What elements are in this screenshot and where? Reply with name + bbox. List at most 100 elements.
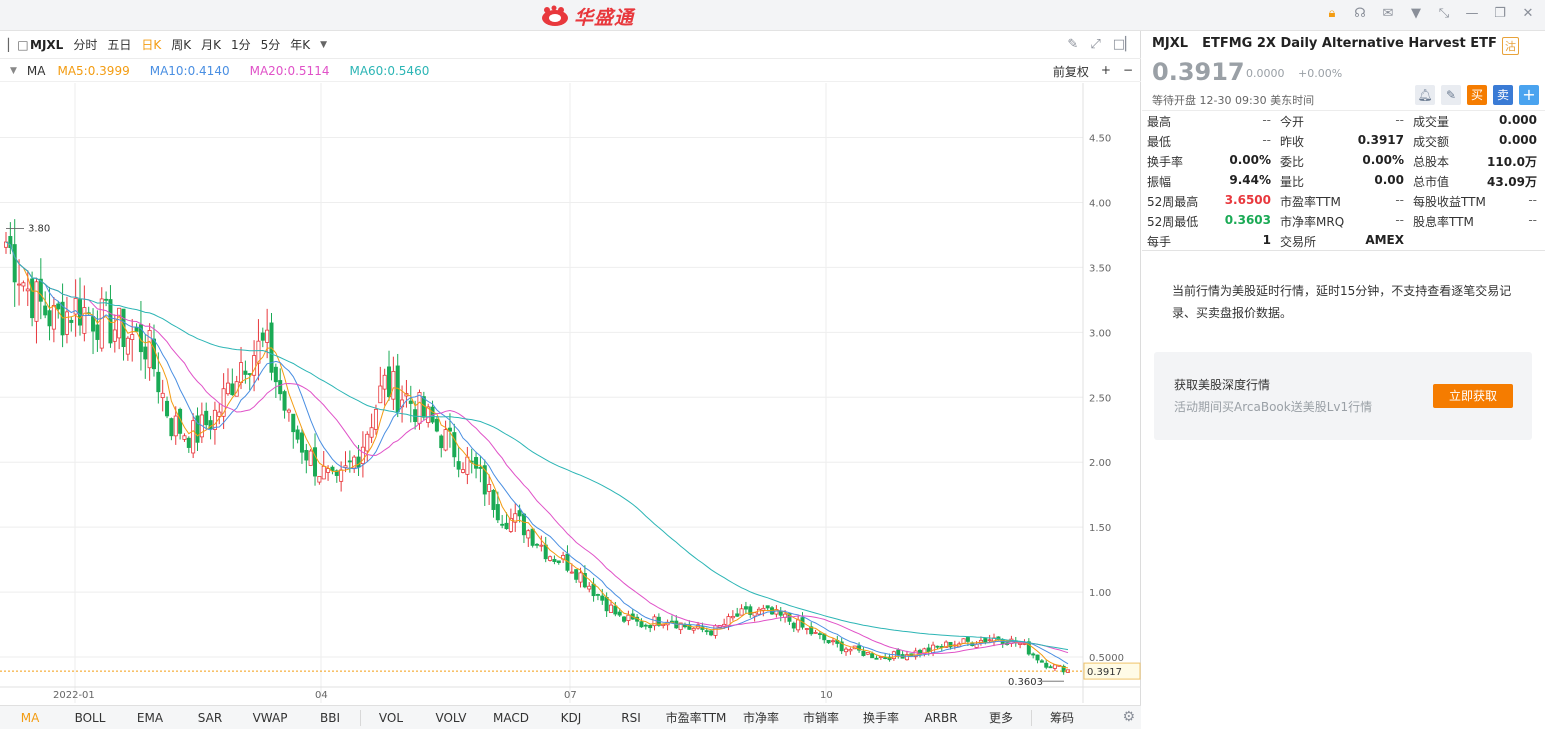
candle-body xyxy=(1026,641,1031,655)
pencil-icon[interactable]: ✎ xyxy=(1067,37,1079,52)
quote-cell: 昨收 0.3917 xyxy=(1275,133,1408,150)
chart-svg[interactable]: 4.50 4.00 3.50 3.00 2.50 2.00 1.50 1.00 0.5000 20… xyxy=(0,83,1141,703)
sell-button[interactable]: 卖 xyxy=(1493,85,1513,105)
collapse-panel-icon[interactable]: □▏ xyxy=(1112,37,1135,52)
headset-icon[interactable]: ☊ xyxy=(1354,6,1366,21)
option-badge[interactable]: 沽 xyxy=(1502,37,1519,55)
candle-body xyxy=(95,324,100,340)
candle-body xyxy=(417,392,422,424)
quote-row: 52周最低 0.3603 市净率MRQ -- 股息率TTM -- xyxy=(1142,211,1545,231)
y-tick-label: 3.00 xyxy=(1089,328,1111,339)
indicator-tab[interactable]: BOLL xyxy=(74,710,106,725)
indicator-tab[interactable]: 筹码 xyxy=(1049,711,1074,725)
ma5-value: MA5:0.3999 xyxy=(57,63,130,78)
candle-body xyxy=(870,653,875,659)
candle-body xyxy=(273,366,278,383)
note-icon[interactable]: ✎ xyxy=(1441,85,1461,105)
indicator-tab[interactable]: KDJ xyxy=(560,710,582,725)
candle-body xyxy=(804,628,809,630)
restore-icon[interactable]: ❐ xyxy=(1494,6,1506,21)
x-tick-label: 10 xyxy=(820,690,833,701)
period-tab-5min[interactable]: 5分 xyxy=(260,38,281,52)
expand-icon[interactable]: ⤢ xyxy=(1090,37,1101,52)
indicator-tab[interactable]: EMA xyxy=(136,710,164,725)
candle-body xyxy=(765,605,770,609)
candle-body xyxy=(169,418,174,437)
candle-body xyxy=(304,449,309,461)
candle-body xyxy=(517,510,522,517)
indicator-tab[interactable]: 市销率 xyxy=(802,711,839,725)
candle-body xyxy=(983,638,988,643)
quote-key: 今开 xyxy=(1280,114,1305,129)
candlestick-chart[interactable]: 4.50 4.00 3.50 3.00 2.50 2.00 1.50 1.00 0.5000 20… xyxy=(0,83,1141,715)
indicator-tab[interactable]: MA xyxy=(20,710,40,725)
quote-cell: 每手 1 xyxy=(1142,233,1275,250)
candle-body xyxy=(1031,653,1036,656)
quote-key: 最高 xyxy=(1147,114,1172,129)
indicator-tab[interactable]: VOL xyxy=(378,710,404,725)
indicator-tab[interactable]: MACD xyxy=(493,710,529,725)
minimize-icon[interactable]: — xyxy=(1465,6,1479,21)
tab-separator xyxy=(360,709,361,726)
candle-body xyxy=(569,571,574,574)
caret-down-icon[interactable]: ▼ xyxy=(10,65,17,76)
candle-body xyxy=(365,433,370,452)
indicator-tab[interactable]: SAR xyxy=(197,710,223,725)
period-tab-weekly[interactable]: 周K xyxy=(171,38,192,52)
candle-body xyxy=(4,241,9,248)
period-tab-intraday[interactable]: 分时 xyxy=(73,38,98,52)
candle-body xyxy=(530,528,535,546)
candle-body xyxy=(221,388,226,417)
candle-body xyxy=(1048,666,1053,669)
period-tab-1min[interactable]: 1分 xyxy=(230,38,251,52)
quote-key: 每股收益TTM xyxy=(1413,194,1486,209)
quote-cell: 市净率MRQ -- xyxy=(1275,213,1408,230)
alert-icon[interactable]: 🔔︎ xyxy=(1415,85,1435,105)
indicator-tab[interactable]: ARBR xyxy=(924,710,958,725)
indicator-tab[interactable]: BBI xyxy=(319,710,340,725)
indicator-tab[interactable]: 市盈率TTM xyxy=(665,711,727,725)
candle-body xyxy=(761,607,766,611)
indicator-tab[interactable]: 更多 xyxy=(988,711,1013,725)
add-indicator-button[interactable]: + xyxy=(1100,63,1111,77)
indicator-tab[interactable]: VOLV xyxy=(435,710,467,725)
promo-button[interactable]: 立即获取 xyxy=(1433,384,1513,408)
ma-line xyxy=(5,241,1069,655)
panel-toggle-icon[interactable]: ▏□ xyxy=(8,37,29,52)
period-tab-monthly[interactable]: 月K xyxy=(201,38,221,52)
add-watchlist-button[interactable]: + xyxy=(1519,85,1539,105)
period-tab-daily[interactable]: 日K xyxy=(141,38,162,52)
indicator-tab[interactable]: 市净率 xyxy=(742,711,779,725)
candle-body xyxy=(408,400,413,404)
indicator-tab[interactable]: 换手率 xyxy=(862,711,899,725)
mail-icon[interactable]: ✉ xyxy=(1382,6,1394,21)
candle-body xyxy=(43,305,48,316)
period-tab-yearly[interactable]: 年K xyxy=(290,38,311,52)
candle-body xyxy=(56,303,61,310)
candle-body xyxy=(591,583,596,597)
quote-value: -- xyxy=(1528,212,1537,227)
close-icon[interactable]: ✕ xyxy=(1522,6,1534,21)
low-marker-label: 0.3603 xyxy=(1008,677,1043,688)
gear-icon[interactable]: ⚙ xyxy=(1122,709,1135,725)
remove-indicator-button[interactable]: − xyxy=(1122,63,1133,77)
candle-body xyxy=(25,288,30,292)
candle-body xyxy=(987,639,992,642)
indicator-tab[interactable]: RSI xyxy=(621,710,641,725)
candle-body xyxy=(64,311,69,335)
candle-body xyxy=(487,484,492,492)
shirt-icon[interactable]: ▼ xyxy=(1411,6,1421,21)
quote-header: MJXL ETFMG 2X Daily Alternative Harvest … xyxy=(1152,36,1497,51)
chevron-down-icon[interactable]: ▼ xyxy=(320,39,328,50)
quote-key: 每手 xyxy=(1147,234,1172,249)
buy-button[interactable]: 买 xyxy=(1467,85,1487,105)
lock-icon[interactable]: 🔒︎ xyxy=(1328,6,1336,21)
compress-icon[interactable]: ⤡ xyxy=(1438,6,1450,21)
candle-body xyxy=(8,236,13,248)
candle-body xyxy=(730,615,735,619)
adjust-select[interactable]: 前复权 xyxy=(1052,65,1089,79)
candle-body xyxy=(944,641,949,648)
candle-body xyxy=(574,569,579,580)
indicator-tab[interactable]: VWAP xyxy=(252,710,288,725)
period-tab-5day[interactable]: 五日 xyxy=(107,38,132,52)
